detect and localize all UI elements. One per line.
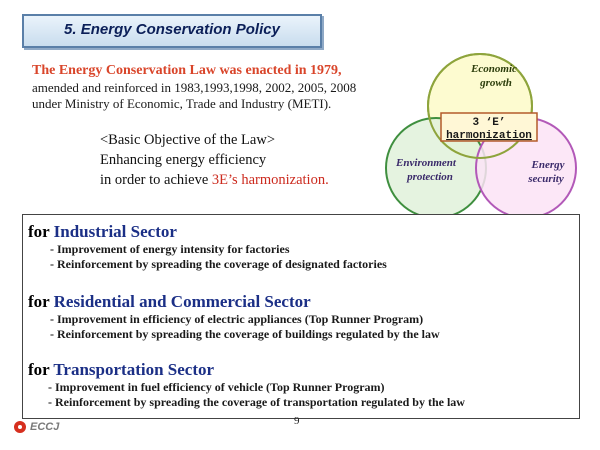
- objective-heading: <Basic Objective of the Law>: [100, 132, 275, 148]
- eccj-logo: ECCJ: [14, 421, 59, 433]
- industrial-item-1: - Improvement of energy intensity for fa…: [50, 242, 290, 256]
- for-word: for: [28, 222, 50, 241]
- residential-item-2: - Reinforcement by spreading the coverag…: [50, 327, 440, 341]
- industrial-sector-name: Industrial Sector: [53, 222, 177, 241]
- residential-sector-name: Residential and Commercial Sector: [53, 292, 311, 311]
- industrial-item-2: - Reinforcement by spreading the coverag…: [50, 257, 387, 271]
- three-e-venn-diagram: Economic growth Environment protection E…: [385, 53, 577, 219]
- transportation-sector-name: Transportation Sector: [53, 360, 215, 379]
- transportation-sector: for Transportation Sector - Improvement …: [28, 359, 465, 410]
- transportation-item-2: - Reinforcement by spreading the coverag…: [48, 395, 465, 409]
- objective-highlight: 3E’s harmonization.: [211, 172, 329, 188]
- law-enacted-line: The Energy Conservation Law was enacted …: [32, 63, 342, 78]
- energy-label-1: Energy: [531, 159, 565, 171]
- page-number: 9: [294, 415, 300, 427]
- basic-objective: <Basic Objective of the Law> Enhancing e…: [100, 130, 329, 190]
- for-word: for: [28, 292, 50, 311]
- objective-line2: in order to achieve 3E’s harmonization.: [100, 170, 329, 190]
- objective-line1: Enhancing energy efficiency: [100, 152, 267, 168]
- slide-title-box: 5. Energy Conservation Policy: [22, 14, 322, 48]
- energy-label-2: security: [527, 173, 564, 185]
- economic-label-2: growth: [479, 77, 512, 89]
- eccj-logo-text: ECCJ: [30, 421, 60, 433]
- for-word: for: [28, 360, 50, 379]
- center-label-1: 3 ‘E’: [472, 117, 505, 129]
- industrial-sector-heading: for Industrial Sector: [28, 221, 387, 242]
- slide-title: 5. Energy Conservation Policy: [64, 21, 280, 38]
- center-label-2: harmonization: [446, 130, 532, 142]
- transportation-sector-heading: for Transportation Sector: [28, 359, 465, 380]
- center-harmonization-box: [440, 112, 538, 142]
- industrial-sector: for Industrial Sector - Improvement of e…: [28, 221, 387, 272]
- law-ministry-line: under Ministry of Economic, Trade and In…: [32, 96, 332, 111]
- objective-line2-prefix: in order to achieve: [100, 172, 212, 188]
- environment-label-2: protection: [406, 171, 453, 183]
- residential-commercial-sector: for Residential and Commercial Sector - …: [28, 291, 440, 342]
- residential-item-1: - Improvement in efficiency of electric …: [50, 312, 424, 326]
- environment-label-1: Environment: [395, 157, 457, 169]
- eccj-logo-icon: [14, 421, 26, 433]
- sector-measures-panel: for Industrial Sector - Improvement of e…: [22, 214, 580, 419]
- economic-label-1: Economic: [470, 63, 517, 75]
- law-amended-line: amended and reinforced in 1983,1993,1998…: [32, 80, 357, 95]
- transportation-item-1: - Improvement in fuel efficiency of vehi…: [48, 380, 385, 394]
- economic-growth-circle-outline: [427, 53, 533, 159]
- law-intro: The Energy Conservation Law was enacted …: [32, 62, 422, 112]
- residential-sector-heading: for Residential and Commercial Sector: [28, 291, 440, 312]
